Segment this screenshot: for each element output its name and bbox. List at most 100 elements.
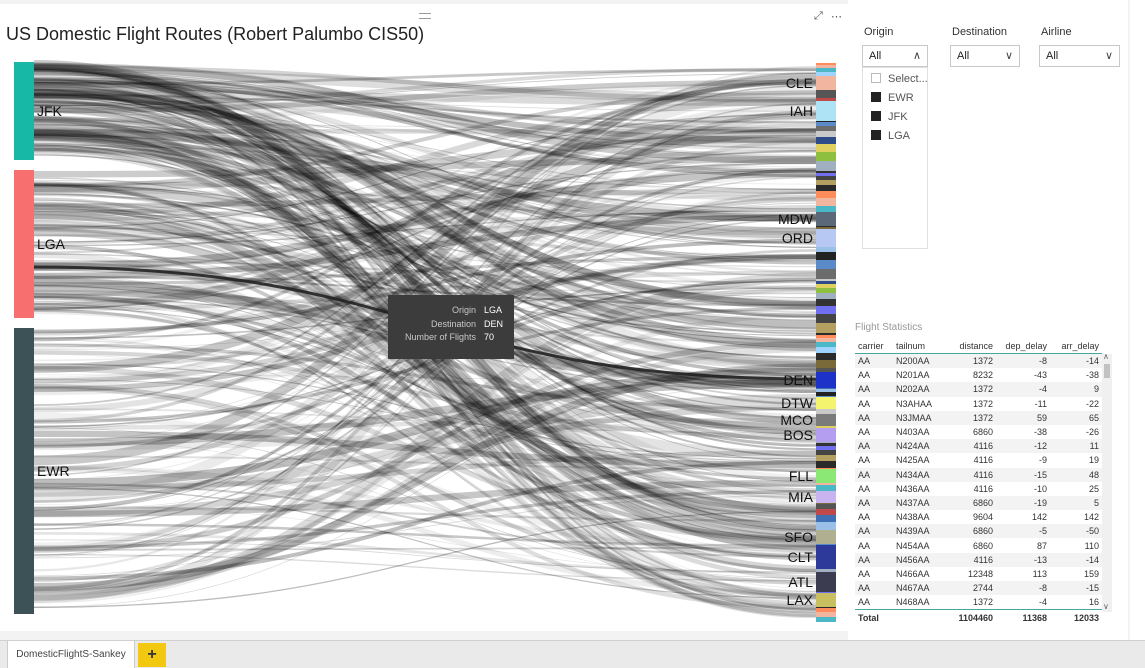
sankey-link <box>33 253 817 332</box>
origin-dropdown-value: All <box>869 50 882 62</box>
sankey-link <box>33 531 817 574</box>
table-cell-distance: 6860 <box>944 495 996 511</box>
sankey-link <box>33 427 817 579</box>
list-item-ewr[interactable]: EWR <box>871 92 914 104</box>
sankey-link <box>33 353 817 524</box>
table-row: AA N454AA 6860 87 110 <box>855 538 1102 552</box>
table-row: AA N424AA 4116 -12 11 <box>855 439 1102 454</box>
table-cell-dep-delay: -15 <box>996 467 1050 482</box>
column-header-dep-delay[interactable]: dep_delay <box>996 338 1050 354</box>
sankey-link <box>33 77 817 133</box>
page-scrollbar[interactable] <box>1130 0 1145 640</box>
column-header-carrier[interactable]: carrier <box>855 338 893 354</box>
table-row: AA N434AA 4116 -15 48 <box>855 467 1102 482</box>
tooltip-row: Destination DEN <box>398 318 504 332</box>
sankey-link <box>33 116 817 618</box>
sankey-link <box>33 179 817 222</box>
checkbox-icon[interactable] <box>871 130 881 140</box>
sankey-link <box>33 77 817 506</box>
checkbox-icon[interactable] <box>871 92 881 102</box>
airline-dropdown[interactable]: All ∨ <box>1039 45 1120 67</box>
checkbox-icon[interactable] <box>871 73 881 83</box>
sankey-link <box>33 118 817 248</box>
sankey-link <box>33 94 817 329</box>
destination-node-segment <box>816 485 836 495</box>
destination-label: MCO <box>780 412 813 428</box>
destination-node-segment <box>816 461 836 468</box>
sankey-link <box>33 78 817 407</box>
list-item-lga[interactable]: LGA <box>871 130 910 142</box>
destination-node-segment <box>816 191 836 198</box>
destination-node-segment <box>816 617 836 622</box>
table-cell-tailnum: N424AA <box>893 439 944 454</box>
flight-stats-table[interactable]: carrier tailnum distance dep_delay arr_delay… <box>855 338 1102 627</box>
sankey-link <box>33 90 817 308</box>
table-cell-carrier: AA <box>858 370 871 381</box>
sankey-link <box>33 210 817 237</box>
list-item-jfk[interactable]: JFK <box>871 111 908 123</box>
table-row: AA N201AA 8232 -43 -38 <box>855 368 1102 382</box>
sankey-link <box>33 146 817 436</box>
sankey-link <box>33 539 817 573</box>
origin-dropdown-list[interactable]: Select... EWR JFK LGA <box>862 67 928 249</box>
sankey-link <box>33 363 817 592</box>
sankey-link <box>33 69 817 103</box>
chevron-down-icon[interactable]: ∨ <box>1104 50 1113 62</box>
destination-label: ORD <box>782 230 813 246</box>
sankey-link <box>33 181 817 607</box>
report-canvas: ⤢ ⋯ JFK LGA EWR CLE IAH MDW ORD DEN DTW MCO BOS FLL… <box>0 0 1145 640</box>
column-header-distance[interactable]: distance <box>944 338 996 354</box>
sankey-link <box>33 510 817 608</box>
sankey-link <box>33 103 817 443</box>
list-item-select-all[interactable]: Select... <box>871 73 928 85</box>
column-header-tailnum[interactable]: tailnum <box>893 338 944 354</box>
table-cell-distance: 6860 <box>972 540 993 551</box>
sankey-link <box>33 205 817 336</box>
sankey-link <box>33 144 817 191</box>
sankey-link <box>33 73 817 107</box>
chevron-down-icon[interactable]: ∨ <box>1004 50 1013 62</box>
destination-node-fll <box>816 469 836 483</box>
drag-grip-icon[interactable] <box>419 13 431 19</box>
table-cell-dep-delay: -8 <box>996 581 1050 596</box>
origin-dropdown[interactable]: All ∧ <box>862 45 928 67</box>
sankey-link <box>33 490 817 549</box>
add-page-button[interactable]: + <box>138 643 166 667</box>
sankey-link <box>33 181 817 218</box>
destination-dropdown[interactable]: All ∨ <box>950 45 1020 67</box>
scroll-up-icon[interactable]: ∧ <box>1103 352 1109 361</box>
sankey-link <box>33 193 817 341</box>
scroll-thumb[interactable] <box>1104 364 1110 378</box>
sankey-link <box>33 69 817 451</box>
scroll-down-icon[interactable]: ∨ <box>1103 602 1109 611</box>
chevron-up-icon[interactable]: ∧ <box>912 50 921 62</box>
sankey-link <box>33 127 817 373</box>
sankey-link <box>33 99 817 447</box>
total-label: Total <box>855 609 893 627</box>
tab-domestic-flights-sankey[interactable]: DomesticFlightS-Sankey <box>7 641 135 668</box>
table-cell-tailnum: N201AA <box>896 370 930 381</box>
focus-mode-icon[interactable]: ⤢ <box>814 10 823 22</box>
table-cell-dep-delay: -4 <box>1038 597 1047 608</box>
sankey-link <box>33 162 817 243</box>
table-scrollbar[interactable]: ∧ ∨ <box>1102 352 1112 612</box>
sankey-link <box>33 374 817 382</box>
destination-node-segment <box>816 306 836 314</box>
table-cell-dep-delay: -19 <box>996 495 1050 511</box>
sankey-link <box>33 207 817 270</box>
destination-node-segment <box>816 293 836 299</box>
table-cell-arr-delay: 19 <box>1088 455 1099 466</box>
tooltip-label: Number of Flights <box>404 332 476 342</box>
more-options-icon[interactable]: ⋯ <box>831 11 842 23</box>
destination-node-mia <box>816 491 836 503</box>
destination-node-segment <box>816 353 836 360</box>
sankey-link <box>33 182 817 343</box>
sankey-link <box>33 197 817 532</box>
destination-node-segment <box>816 281 836 284</box>
sankey-link <box>33 113 817 229</box>
checkbox-icon[interactable] <box>871 111 881 121</box>
sankey-link <box>33 68 817 86</box>
destination-node-segment <box>816 152 836 161</box>
column-header-arr-delay[interactable]: arr_delay <box>1050 338 1102 354</box>
